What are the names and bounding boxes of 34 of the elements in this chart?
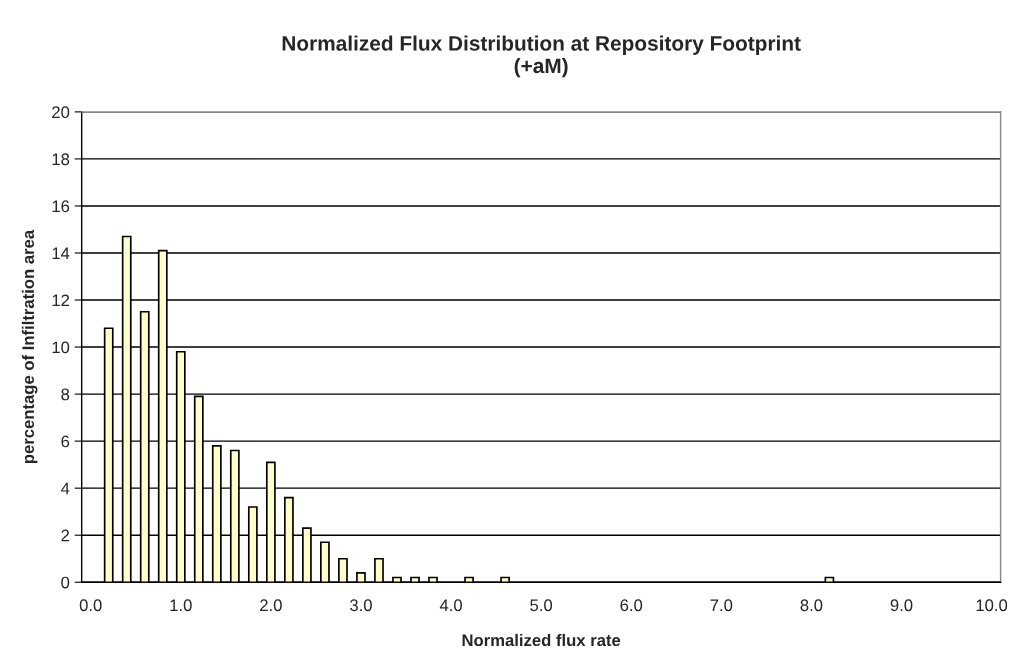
x-tick-label: 4.0 [439,599,462,612]
chart-title: Normalized Flux Distribution at Repository Footprint (+aM) [282,35,801,78]
x-tick-label: 1.0 [170,599,192,612]
y-tick-label: 8 [61,388,70,401]
y-tick-label: 12 [52,294,70,307]
bar [374,557,384,583]
x-tick-label: 2.0 [260,599,282,612]
y-tick-label: 14 [52,247,70,260]
bar [410,576,420,583]
x-axis-title: Normalized flux rate [462,633,621,647]
bar [500,576,510,583]
y-tick-label: 2 [61,529,70,542]
bar [428,576,438,583]
y-tick-label: 10 [52,341,70,354]
x-tick-label: 5.0 [530,599,553,612]
bar [464,576,474,583]
x-tick-label: 0.0 [79,599,102,612]
y-tick-label: 0 [61,576,70,589]
y-axis-title: percentage of Infiltration area [21,229,38,464]
x-tick-label: 7.0 [710,599,733,612]
x-tick-label: 9.0 [890,599,913,612]
x-tick-label: 6.0 [620,599,643,612]
bar [320,541,330,583]
y-tick-label: 18 [52,153,70,166]
x-tick-label: 3.0 [350,599,372,612]
bar [392,576,402,583]
x-tick-label: 10.0 [976,599,1008,612]
bar [338,557,348,583]
y-tick-label: 20 [52,106,70,119]
y-tick-label: 16 [52,200,70,213]
bar [356,571,366,583]
y-tick-label: 4 [60,482,70,495]
y-tick-label: 6 [61,435,70,448]
x-tick-label: 8.0 [800,599,823,612]
